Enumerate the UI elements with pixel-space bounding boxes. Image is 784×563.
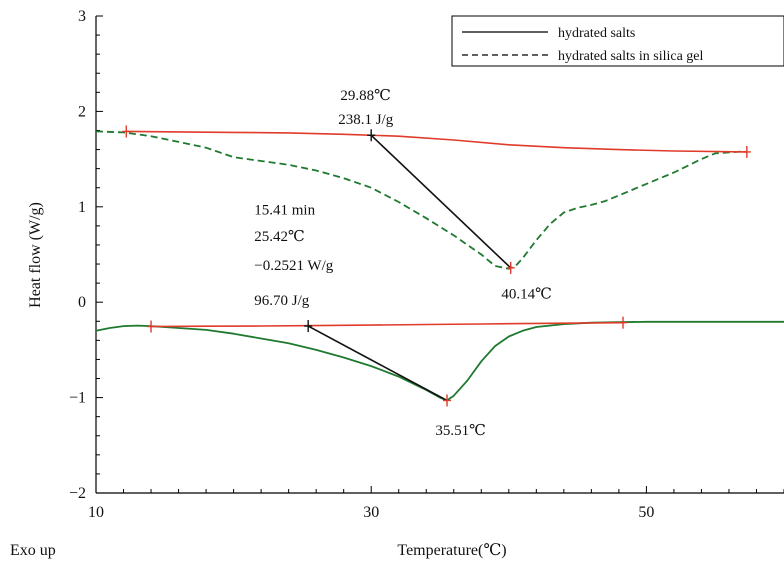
series-line-hydrated-salts (95, 320, 784, 402)
x-axis-title: Temperature(℃) (397, 542, 506, 559)
baseline-upper (126, 130, 747, 153)
series-line-silica-gel (95, 130, 743, 270)
y-tick-label: 0 (78, 294, 86, 311)
overlay-layer (122, 125, 751, 407)
y-tick-label: 1 (78, 199, 86, 216)
annotation-label: 40.14℃ (501, 286, 552, 302)
annotation-layer: 29.88℃ 238.1 J/g 15.41 min 25.42℃ −0.2521 W/… (254, 88, 552, 439)
annotation-label: 238.1 J/g (338, 112, 394, 128)
x-tick-label: 10 (88, 504, 104, 521)
tangent-upper (370, 134, 512, 269)
annotation-label: 35.51℃ (435, 423, 486, 439)
y-tick-label: −1 (69, 390, 86, 407)
annotation-label: 25.42℃ (254, 229, 305, 245)
legend: hydrated salts hydrated salts in silica … (451, 15, 784, 67)
annotation-label: 29.88℃ (340, 88, 391, 104)
series-layer (95, 130, 784, 402)
x-tick-label: 30 (363, 504, 379, 521)
baseline-lower (150, 321, 624, 328)
exo-up-label: Exo up (10, 542, 56, 559)
y-tick-label: 3 (78, 8, 86, 25)
legend-label-hydrated-salts: hydrated salts (558, 26, 635, 41)
y-tick-label: −2 (69, 485, 86, 502)
annotation-label: −0.2521 W/g (254, 258, 334, 274)
x-tick-label: 50 (638, 504, 654, 521)
y-tick-label: 2 (78, 103, 86, 120)
annotation-label: 96.70 J/g (254, 293, 310, 309)
plot-area (96, 16, 784, 493)
axes: −2 −1 0 1 2 3 10 30 50 (69, 8, 784, 521)
legend-label-silica-gel: hydrated salts in silica gel (558, 49, 704, 64)
plot-frame (96, 16, 784, 493)
legend-box (451, 15, 784, 67)
tangent-lower (307, 325, 448, 402)
annotation-label: 15.41 min (254, 202, 315, 218)
y-axis-title: Heat flow (W/g) (27, 202, 44, 308)
